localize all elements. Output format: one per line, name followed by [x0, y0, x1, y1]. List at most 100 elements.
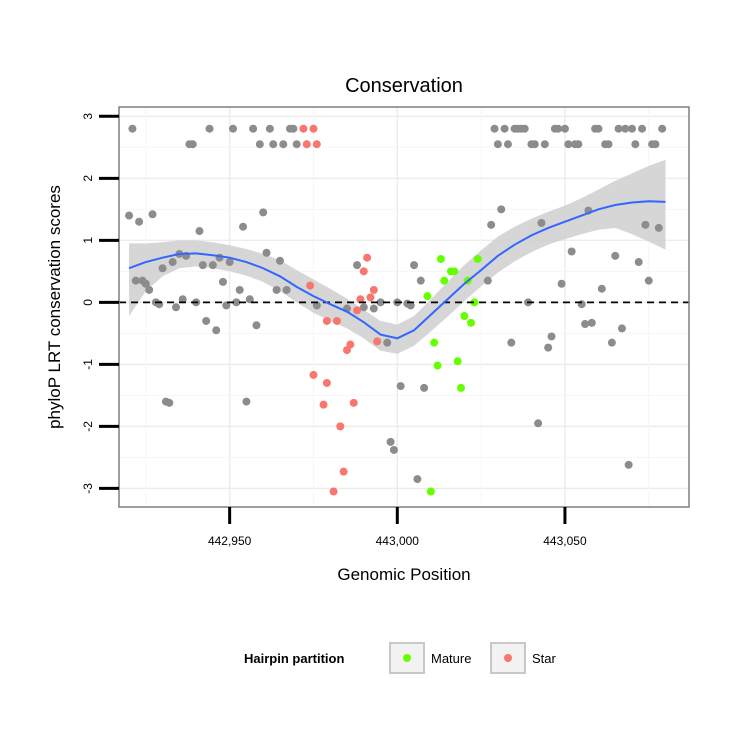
data-point-other	[544, 343, 553, 352]
data-point-other	[279, 140, 288, 149]
data-point-other	[245, 295, 254, 304]
data-point-other	[658, 124, 667, 133]
data-point-other	[259, 208, 268, 217]
data-point-other	[359, 303, 368, 312]
x-axis: 442,950 443,000 443,050	[208, 507, 587, 548]
data-point-other	[483, 276, 492, 285]
data-point-other	[289, 124, 298, 133]
data-point-mature	[460, 311, 469, 320]
confidence-band	[129, 159, 666, 354]
data-point-other	[581, 320, 590, 329]
data-point-other	[255, 140, 264, 149]
data-point-other	[540, 140, 549, 149]
y-axis: 3 2 1 0 -1 -2 -3	[81, 113, 119, 494]
data-point-other	[416, 276, 425, 285]
data-point-star	[299, 124, 308, 133]
data-point-other	[165, 398, 174, 407]
data-point-other	[252, 321, 261, 330]
data-point-other	[158, 264, 167, 273]
data-point-mature	[457, 383, 465, 392]
data-point-other	[507, 338, 516, 347]
smooth-trend-line	[128, 200, 666, 340]
data-point-other	[172, 303, 180, 312]
data-point-other	[530, 140, 539, 149]
data-point-other	[239, 222, 248, 231]
data-point-star	[356, 295, 365, 304]
data-point-other	[634, 258, 643, 267]
data-point-other	[557, 279, 566, 288]
data-point-other	[208, 261, 217, 270]
data-point-star	[319, 400, 328, 409]
data-point-other	[574, 140, 583, 149]
data-point-other	[148, 210, 157, 219]
data-point-other	[621, 124, 630, 133]
data-point-other	[420, 383, 429, 392]
grid-major	[119, 107, 689, 507]
data-point-other	[275, 256, 284, 265]
data-point-star	[359, 267, 368, 276]
legend: Hairpin partition Mature Star	[244, 642, 557, 674]
data-point-other	[396, 382, 405, 391]
data-point-other	[272, 285, 281, 294]
data-point-other	[229, 124, 237, 133]
data-point-other	[493, 140, 502, 149]
data-point-other	[537, 218, 546, 227]
data-point-other	[628, 124, 636, 133]
data-point-other	[611, 251, 620, 260]
data-point-other	[195, 227, 204, 236]
data-point-other	[487, 220, 496, 229]
data-point-other	[262, 248, 271, 257]
legend-label-mature: Mature	[431, 651, 471, 666]
data-point-other	[560, 124, 569, 133]
data-point-other	[554, 124, 563, 133]
y-tick-label: 2	[81, 175, 95, 182]
data-point-other	[413, 475, 422, 484]
data-point-other	[155, 300, 164, 309]
x-tick-label: 443,000	[376, 534, 420, 548]
data-point-other	[168, 258, 177, 267]
data-point-other	[500, 124, 509, 133]
data-point-star	[322, 316, 331, 325]
data-point-other	[410, 261, 419, 270]
x-axis-title: Genomic Position	[337, 565, 470, 584]
plot-border	[118, 106, 690, 508]
data-point-mature	[423, 292, 432, 301]
y-tick-label: -1	[81, 359, 95, 370]
data-point-other	[406, 301, 415, 310]
data-point-other	[131, 276, 140, 285]
data-point-mature	[430, 338, 439, 347]
y-tick-label: -3	[81, 483, 95, 494]
data-point-star	[339, 467, 348, 476]
data-point-star	[366, 293, 375, 302]
data-point-other	[577, 300, 586, 309]
y-tick-label: -2	[81, 421, 95, 432]
y-axis-title: phyloP LRT conservation scores	[45, 185, 64, 429]
data-point-other	[353, 261, 362, 270]
data-point-other	[654, 223, 663, 232]
data-point-other	[198, 261, 207, 270]
data-point-other	[644, 276, 653, 285]
data-point-star	[309, 370, 318, 379]
data-point-other	[141, 279, 150, 288]
data-point-other	[145, 285, 154, 294]
data-point-other	[205, 124, 214, 133]
data-point-mature	[433, 361, 442, 370]
data-point-other	[235, 285, 244, 294]
data-point-mature	[467, 318, 476, 327]
data-point-other	[188, 140, 197, 149]
data-point-other	[369, 304, 378, 313]
legend-title: Hairpin partition	[244, 651, 344, 666]
data-point-other	[376, 298, 385, 307]
data-point-other	[564, 140, 573, 149]
data-point-mature	[470, 298, 479, 307]
data-point-other	[534, 419, 543, 428]
data-point-star	[363, 253, 372, 262]
data-point-other	[128, 124, 137, 133]
data-point-star	[369, 285, 378, 294]
data-point-star	[346, 340, 355, 349]
data-point-other	[212, 326, 221, 335]
data-point-other	[641, 220, 650, 229]
data-point-other	[638, 124, 647, 133]
data-point-other	[389, 445, 398, 454]
data-point-other	[617, 324, 626, 333]
